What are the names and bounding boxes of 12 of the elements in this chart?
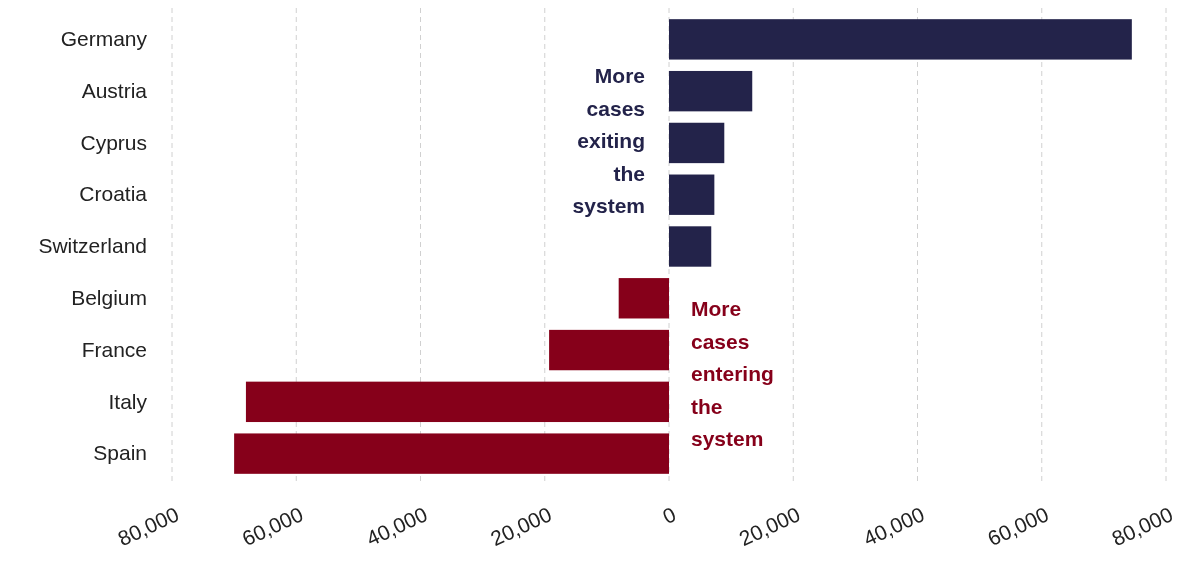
y-tick-label: Croatia xyxy=(79,182,148,206)
y-tick-label: Cyprus xyxy=(80,130,147,154)
y-tick-label: Germany xyxy=(60,27,148,51)
y-tick-label: Italy xyxy=(108,389,148,413)
x-tick-label: 0 xyxy=(658,502,680,529)
y-tick-label: Belgium xyxy=(71,286,147,309)
y-tick-label: Spain xyxy=(93,441,147,465)
y-tick-label: Austria xyxy=(81,78,148,102)
annotation: More cases exiting the system xyxy=(572,63,645,218)
annotation: More cases entering the system xyxy=(691,297,774,451)
y-tick-label: Switzerland xyxy=(38,234,147,258)
y-tick-label: France xyxy=(81,337,147,361)
